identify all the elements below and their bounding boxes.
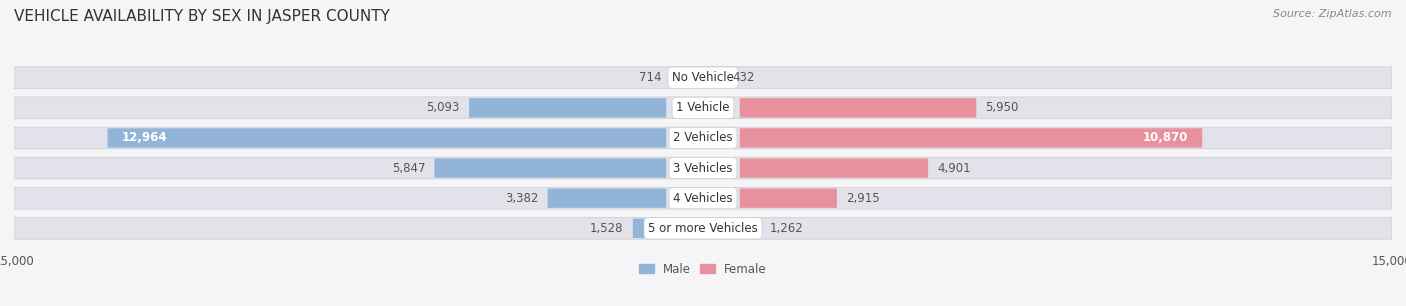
- Text: 4,901: 4,901: [938, 162, 972, 174]
- Text: 3 Vehicles: 3 Vehicles: [673, 162, 733, 174]
- FancyBboxPatch shape: [14, 127, 1392, 149]
- FancyBboxPatch shape: [740, 159, 928, 178]
- Text: Source: ZipAtlas.com: Source: ZipAtlas.com: [1274, 9, 1392, 19]
- FancyBboxPatch shape: [470, 98, 666, 118]
- Text: 10,870: 10,870: [1143, 132, 1188, 144]
- FancyBboxPatch shape: [108, 128, 666, 147]
- Text: 3,382: 3,382: [505, 192, 538, 205]
- Text: 432: 432: [733, 71, 755, 84]
- FancyBboxPatch shape: [740, 219, 761, 238]
- FancyBboxPatch shape: [548, 188, 666, 208]
- Text: 4 Vehicles: 4 Vehicles: [673, 192, 733, 205]
- Text: VEHICLE AVAILABILITY BY SEX IN JASPER COUNTY: VEHICLE AVAILABILITY BY SEX IN JASPER CO…: [14, 9, 389, 24]
- FancyBboxPatch shape: [14, 218, 1392, 239]
- Text: 5 or more Vehicles: 5 or more Vehicles: [648, 222, 758, 235]
- Text: 12,964: 12,964: [121, 132, 167, 144]
- Legend: Male, Female: Male, Female: [634, 258, 772, 280]
- FancyBboxPatch shape: [633, 219, 666, 238]
- FancyBboxPatch shape: [434, 159, 666, 178]
- Text: 1 Vehicle: 1 Vehicle: [676, 101, 730, 114]
- Text: 2,915: 2,915: [846, 192, 880, 205]
- Text: 5,950: 5,950: [986, 101, 1019, 114]
- Text: No Vehicle: No Vehicle: [672, 71, 734, 84]
- FancyBboxPatch shape: [14, 67, 1392, 88]
- Text: 714: 714: [638, 71, 661, 84]
- Text: 1,528: 1,528: [591, 222, 624, 235]
- FancyBboxPatch shape: [14, 187, 1392, 209]
- FancyBboxPatch shape: [740, 188, 837, 208]
- FancyBboxPatch shape: [740, 128, 1202, 147]
- FancyBboxPatch shape: [14, 97, 1392, 119]
- FancyBboxPatch shape: [740, 98, 976, 118]
- FancyBboxPatch shape: [14, 157, 1392, 179]
- Text: 1,262: 1,262: [770, 222, 804, 235]
- Text: 5,847: 5,847: [392, 162, 425, 174]
- Text: 2 Vehicles: 2 Vehicles: [673, 132, 733, 144]
- Text: 5,093: 5,093: [426, 101, 460, 114]
